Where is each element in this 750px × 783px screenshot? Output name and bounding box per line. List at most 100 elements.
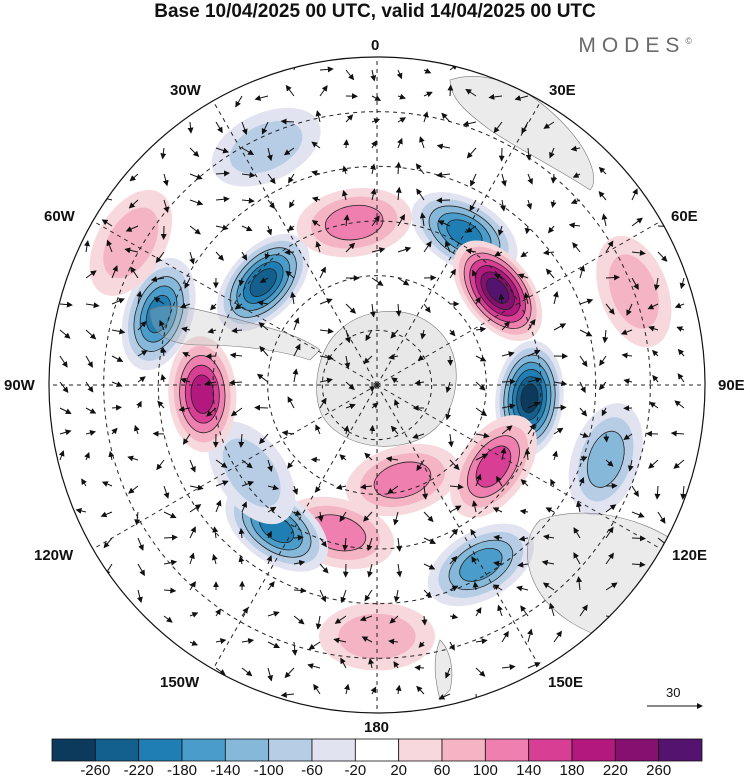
wind-vector: [317, 511, 324, 523]
wind-vector: [314, 485, 321, 493]
wind-vector: [319, 563, 329, 574]
wind-vector: [631, 535, 646, 542]
wind-vector: [334, 615, 347, 624]
wind-vector: [84, 451, 90, 461]
wind-vector: [421, 615, 428, 626]
wind-vector: [423, 589, 432, 599]
wind-vector: [519, 508, 529, 515]
wind-vector: [160, 346, 167, 357]
wind-vector: [552, 291, 559, 305]
wind-vector: [523, 292, 530, 305]
wind-vector: [423, 563, 436, 570]
wind-vector: [525, 147, 532, 161]
wind-vector: [371, 247, 386, 254]
wind-vector: [527, 423, 536, 435]
wind-vector: [397, 214, 406, 227]
wind-vector: [215, 459, 228, 468]
anomaly-contour-neg-20W-2: [229, 120, 303, 174]
wind-vector: [527, 318, 536, 331]
wind-vector: [163, 485, 170, 499]
wind-vector: [524, 225, 531, 235]
wind-vector: [257, 300, 269, 307]
wind-vector: [500, 173, 507, 187]
wind-vector: [364, 452, 373, 461]
wind-vector: [180, 377, 191, 384]
colorbar-swatch: [354, 738, 400, 762]
anomaly-contour-pos-65E-2: [608, 254, 659, 329]
colorbar-tick-label: 140: [516, 762, 542, 779]
anomaly-contour-neg-105E-3: [586, 430, 625, 488]
wind-vector: [259, 345, 269, 357]
wind-vector: [238, 433, 245, 448]
colorbar-swatch: [398, 738, 443, 762]
wind-vector: [370, 163, 376, 175]
wind-vector: [516, 585, 529, 592]
wind-vector: [475, 326, 487, 333]
wind-vector: [520, 605, 529, 617]
wind-vector: [267, 173, 276, 185]
wind-vector: [497, 225, 504, 236]
wind-vector: [241, 121, 248, 136]
lon-label-60w: 60W: [44, 208, 75, 225]
wind-vector: [182, 433, 191, 445]
wind-vector: [493, 560, 503, 567]
wind-vector: [231, 327, 243, 334]
wind-vector: [267, 459, 273, 473]
wind-vector: [492, 584, 503, 591]
wind-vector: [81, 478, 87, 487]
wind-vector: [520, 479, 529, 487]
wind-vector: [366, 537, 373, 552]
wind-vector: [189, 581, 196, 591]
wind-vector: [462, 120, 477, 127]
wind-vector: [59, 381, 69, 393]
wind-vector: [418, 641, 425, 648]
wind-vector: [601, 407, 608, 417]
wind-vector: [412, 433, 425, 439]
wind-vector: [500, 447, 507, 461]
wind-vector: [307, 663, 321, 670]
wind-vector: [599, 355, 607, 367]
wind-vector: [396, 563, 403, 578]
wind-vector: [189, 251, 195, 265]
wind-vector: [445, 381, 452, 394]
wind-vector: [390, 329, 399, 339]
wind-vector: [550, 478, 556, 487]
wind-vector: [111, 328, 126, 335]
wind-vector: [315, 615, 322, 630]
wind-vector: [261, 693, 269, 707]
wind-vector: [370, 69, 377, 82]
wind-vector: [501, 378, 516, 385]
wind-vector: [651, 349, 659, 357]
colorbar-tick-label: -180: [166, 762, 198, 779]
meridian-line: [92, 220, 378, 386]
colorbar-tick-label: 100: [472, 762, 498, 779]
wind-vector: [156, 459, 165, 471]
wind-vector: [445, 407, 452, 421]
wind-vector: [549, 147, 555, 159]
wind-vector: [475, 607, 482, 617]
wind-vector: [501, 630, 509, 643]
wind-vector: [395, 684, 402, 695]
wind-vector: [313, 683, 321, 695]
wind-vector: [385, 456, 399, 463]
wind-vector: [284, 667, 295, 679]
wind-vector: [631, 485, 639, 498]
wind-vector: [369, 424, 376, 435]
wind-vector: [390, 425, 399, 435]
wind-vector: [368, 658, 375, 669]
colorbar-swatch: [311, 738, 356, 762]
lon-label-180: 180: [364, 719, 390, 736]
wind-vector: [419, 212, 426, 227]
wind-vector: [345, 69, 355, 81]
wind-vector: [598, 381, 607, 391]
colorbar-swatch: [181, 738, 226, 762]
wind-vector: [598, 191, 607, 201]
wind-vector: [501, 321, 511, 331]
wind-vector: [315, 240, 322, 253]
wind-vector: [497, 604, 503, 617]
wind-vector: [59, 355, 68, 368]
wind-vector: [363, 355, 373, 364]
wind-vector: [85, 430, 96, 436]
wind-vector: [215, 170, 230, 177]
wind-vector: [189, 459, 196, 473]
